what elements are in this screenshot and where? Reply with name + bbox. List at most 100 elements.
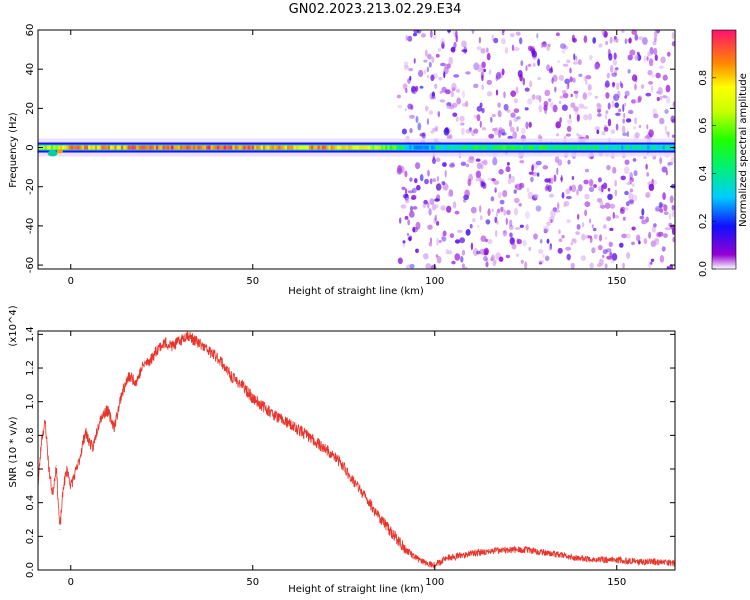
noise-speckle — [407, 219, 411, 226]
carrier-cell — [197, 145, 200, 150]
noise-speckle — [528, 171, 534, 175]
noise-speckle — [567, 119, 573, 124]
snr-point — [62, 485, 65, 487]
noise-speckle — [407, 232, 409, 237]
noise-speckle — [485, 219, 491, 225]
carrier-cell — [315, 145, 318, 150]
noise-speckle — [661, 166, 668, 173]
noise-speckle — [668, 213, 672, 220]
noise-speckle — [613, 52, 617, 60]
carrier-cell — [97, 145, 100, 150]
snr-point — [405, 549, 407, 551]
noise-speckle — [611, 253, 618, 261]
spectrogram-y-label: Frequency (Hz) — [8, 112, 19, 188]
noise-speckle — [423, 253, 429, 260]
carrier-cell — [428, 145, 432, 150]
noise-speckle — [419, 174, 424, 182]
noise-speckle — [620, 175, 626, 181]
noise-speckle — [571, 238, 576, 242]
noise-speckle — [623, 166, 630, 175]
noise-speckle — [638, 36, 644, 41]
carrier-cell — [662, 145, 665, 150]
noise-speckle — [573, 61, 578, 65]
noise-speckle — [597, 244, 603, 251]
carrier-cell — [123, 145, 126, 150]
noise-speckle — [412, 206, 418, 210]
noise-speckle — [597, 113, 602, 117]
snr-point — [445, 557, 447, 559]
noise-speckle — [415, 162, 421, 170]
snr-point — [328, 451, 330, 453]
noise-speckle — [476, 162, 482, 170]
noise-speckle — [479, 248, 485, 255]
carrier-cell — [182, 145, 185, 150]
noise-speckle — [498, 169, 504, 175]
noise-speckle — [454, 210, 460, 215]
noise-speckle — [614, 179, 617, 187]
noise-speckle — [644, 135, 650, 140]
carrier-cell — [623, 145, 626, 150]
spectrogram-x-label: Height of straight line (km) — [288, 286, 424, 297]
noise-speckle — [603, 126, 609, 132]
carrier-cell — [234, 145, 237, 150]
noise-speckle — [528, 45, 533, 51]
carrier-cell — [544, 145, 548, 150]
carrier-cell — [142, 145, 146, 150]
noise-speckle — [425, 105, 429, 112]
carrier-cell — [354, 145, 358, 150]
carrier-cell — [590, 145, 593, 150]
noise-speckle — [501, 132, 507, 136]
noise-speckle — [608, 241, 613, 247]
carrier-cell — [625, 145, 628, 150]
carrier-cell — [341, 145, 344, 150]
carrier-cell — [99, 145, 102, 150]
carrier-cell — [557, 145, 561, 150]
noise-speckle — [432, 178, 437, 183]
noise-speckle — [664, 109, 669, 114]
noise-speckle — [606, 216, 612, 222]
noise-speckle — [581, 233, 586, 241]
noise-speckle — [499, 114, 502, 118]
noise-speckle — [440, 62, 446, 67]
noise-speckle — [524, 261, 528, 269]
noise-speckle — [524, 107, 529, 111]
noise-speckle — [457, 229, 463, 233]
carrier-cell — [494, 145, 497, 150]
carrier-cell — [372, 145, 375, 150]
noise-speckle — [443, 127, 450, 136]
noise-speckle — [596, 129, 600, 135]
carrier-cell — [520, 145, 524, 150]
carrier-cell — [171, 145, 174, 150]
noise-speckle — [409, 114, 415, 119]
carrier-cell — [356, 145, 360, 150]
noise-speckle — [454, 253, 461, 261]
carrier-cell — [518, 145, 521, 150]
snr-point — [241, 384, 243, 386]
carrier-cell — [112, 145, 115, 150]
noise-speckle — [602, 224, 607, 229]
noise-speckle — [513, 189, 517, 194]
noise-speckle — [500, 206, 504, 213]
noise-speckle — [643, 156, 647, 160]
carrier-cell — [472, 145, 475, 150]
noise-speckle — [546, 43, 551, 52]
noise-speckle — [631, 226, 636, 231]
noise-speckle — [495, 89, 499, 96]
noise-speckle — [525, 224, 529, 231]
noise-speckle — [495, 71, 501, 80]
noise-speckle — [427, 53, 432, 60]
noise-speckle — [542, 41, 547, 48]
noise-speckle — [485, 47, 489, 53]
noise-speckle — [469, 223, 473, 229]
noise-speckle — [559, 95, 564, 99]
noise-speckle — [485, 261, 489, 268]
noise-speckle — [666, 266, 670, 269]
snr-point — [113, 426, 115, 428]
noise-speckle — [604, 82, 610, 88]
noise-speckle — [657, 87, 663, 95]
noise-speckle — [626, 131, 630, 138]
noise-speckle — [483, 159, 488, 166]
carrier-cell — [400, 145, 403, 150]
noise-speckle — [543, 225, 550, 233]
noise-speckle — [405, 188, 408, 195]
